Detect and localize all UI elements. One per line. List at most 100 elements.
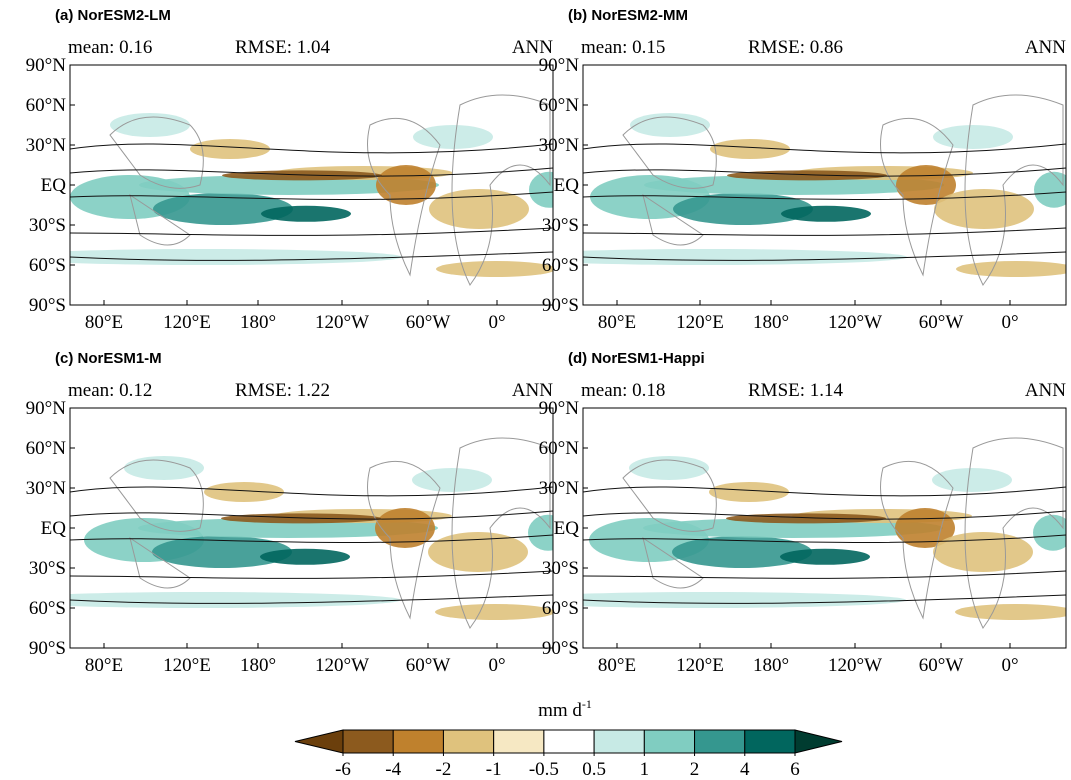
map (583, 65, 1066, 305)
lat-label: 60°N (539, 438, 580, 459)
lat-label: 30°N (26, 478, 67, 499)
colorbar-tick-label: -1 (486, 759, 502, 780)
anomaly-area (726, 513, 886, 524)
lat-label: 90°N (539, 398, 580, 419)
contour-line (70, 534, 553, 544)
anomaly-area (727, 170, 887, 181)
lon-label: 0° (1001, 312, 1018, 333)
anomaly-area (429, 189, 529, 229)
lat-label: 90°N (26, 55, 67, 76)
lon-label: 60°W (406, 312, 451, 333)
lon-label: 120°E (163, 655, 211, 676)
anomaly-area (1034, 171, 1066, 208)
mean-text: mean: 0.18 (581, 380, 665, 401)
lon-label: 180° (240, 655, 276, 676)
rmse-text: RMSE: 1.14 (748, 380, 844, 401)
lat-label: 90°S (29, 295, 66, 316)
anomaly-area (710, 139, 790, 159)
panel-label: (b) NorESM2-MM (568, 7, 688, 24)
lon-label: 120°W (828, 655, 882, 676)
colorbar-tick-label: 1 (640, 759, 650, 780)
lon-label: 120°E (163, 312, 211, 333)
anomaly-area (139, 175, 439, 195)
contour-line (583, 486, 1066, 497)
colorbar-tick-label: -2 (436, 759, 452, 780)
anomaly-area (644, 175, 944, 195)
colorbar-box (744, 729, 796, 754)
lat-label: 90°S (542, 638, 579, 659)
anomaly-area (709, 482, 789, 502)
contour-line (583, 143, 1066, 154)
mean-text: mean: 0.16 (68, 37, 152, 58)
lat-label: 60°N (26, 438, 67, 459)
anomaly-area (934, 189, 1034, 229)
anomaly-area (221, 513, 381, 524)
panel-label: (d) NorESM1-Happi (568, 350, 705, 367)
lat-label: 30°N (26, 135, 67, 156)
lon-label: 180° (753, 655, 789, 676)
lon-label: 60°W (406, 655, 451, 676)
mean-text: mean: 0.15 (581, 37, 665, 58)
contour-line (70, 486, 553, 497)
lon-label: 60°W (919, 312, 964, 333)
anomaly-area (583, 249, 907, 265)
anomaly-area (780, 548, 870, 565)
anomaly-area (70, 249, 402, 265)
colorbar-tick-label: 2 (690, 759, 700, 780)
rmse-text: RMSE: 1.04 (235, 37, 331, 58)
colorbar-unit: mm d-1 (538, 697, 592, 721)
contour-line (70, 510, 553, 520)
lon-label: 120°W (315, 312, 369, 333)
lon-label: 80°E (85, 655, 123, 676)
colorbar-tick-label: -4 (385, 759, 401, 780)
contour-line (583, 534, 1066, 544)
anomaly-area (435, 604, 553, 620)
anomaly-area (956, 261, 1066, 277)
colorbar-tick-label: 4 (740, 759, 750, 780)
colorbar-box (694, 729, 746, 754)
anomaly-area (583, 592, 906, 608)
lon-label: 80°E (598, 655, 636, 676)
colorbar-triangle (294, 729, 344, 754)
unit-text: mm d (538, 700, 582, 721)
lon-label: 120°W (315, 655, 369, 676)
lon-label: 120°W (828, 312, 882, 333)
season-text: ANN (512, 37, 553, 58)
contour-line (70, 570, 553, 579)
contour-line (583, 594, 1066, 604)
anomaly-area (673, 193, 813, 225)
rmse-text: RMSE: 0.86 (748, 37, 843, 58)
anomaly-area (413, 125, 493, 149)
lat-label: EQ (41, 518, 67, 539)
contour-line (70, 143, 553, 154)
colorbar-box (392, 729, 444, 754)
contour-line (583, 570, 1066, 579)
anomaly-area (1033, 514, 1066, 551)
lat-label: 30°N (539, 478, 580, 499)
anomaly-area (70, 592, 401, 608)
map (583, 408, 1066, 648)
anomaly-area (153, 193, 293, 225)
colorbar-tick-label: -0.5 (529, 759, 559, 780)
contour-line (583, 167, 1066, 177)
lat-label: EQ (554, 518, 580, 539)
coastline (109, 437, 551, 629)
colorbar-tick-label: -6 (335, 759, 351, 780)
season-text: ANN (512, 380, 553, 401)
lat-label: 90°S (542, 295, 579, 316)
anomaly-area (643, 518, 943, 538)
anomaly-area (190, 139, 270, 159)
lat-label: 30°N (539, 135, 580, 156)
anomaly-area (932, 468, 1012, 492)
anomaly-area (955, 604, 1066, 620)
lon-label: 0° (488, 655, 505, 676)
map (70, 408, 553, 648)
rmse-text: RMSE: 1.22 (235, 380, 330, 401)
anomaly-area (412, 468, 492, 492)
season-text: ANN (1025, 380, 1066, 401)
lon-label: 120°E (676, 312, 724, 333)
lon-label: 180° (240, 312, 276, 333)
anomaly-area (933, 532, 1033, 572)
lon-label: 80°E (598, 312, 636, 333)
lon-label: 0° (1001, 655, 1018, 676)
